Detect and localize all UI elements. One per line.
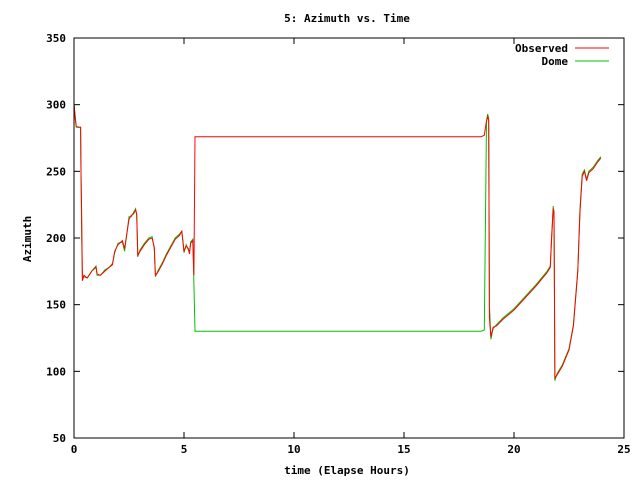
plot-border bbox=[73, 37, 625, 439]
x-tick-label: 10 bbox=[287, 443, 300, 456]
y-tick-label: 350 bbox=[46, 32, 66, 45]
y-axis-label: Azimuth bbox=[21, 216, 34, 262]
legend: Observed Dome bbox=[515, 42, 609, 68]
y-tick-label: 150 bbox=[46, 299, 66, 312]
x-axis-label: time (Elapse Hours) bbox=[284, 464, 410, 477]
x-tick-label: 0 bbox=[71, 443, 78, 456]
y-tick-label: 250 bbox=[46, 165, 66, 178]
y-tick-label: 100 bbox=[46, 365, 66, 378]
legend-label-observed: Observed bbox=[515, 42, 568, 55]
y-tick-label: 300 bbox=[46, 99, 66, 112]
x-tick-label: 25 bbox=[617, 443, 630, 456]
legend-entry-dome: Dome bbox=[542, 55, 609, 68]
y-tick-label: 50 bbox=[53, 432, 66, 445]
y-tick-label: 200 bbox=[46, 232, 66, 245]
axis-ticks: 0 5 10 15 20 25 50 100 150 200 250 300 350 bbox=[46, 32, 631, 456]
y-axis-label-group: Azimuth bbox=[21, 216, 34, 262]
series-lines bbox=[73, 101, 602, 381]
x-tick-label: 15 bbox=[397, 443, 410, 456]
chart-title: 5: Azimuth vs. Time bbox=[284, 12, 410, 25]
legend-label-dome: Dome bbox=[542, 55, 569, 68]
x-tick-label: 5 bbox=[181, 443, 188, 456]
series-line-observed bbox=[73, 104, 602, 380]
legend-entry-observed: Observed bbox=[515, 42, 609, 55]
x-tick-label: 20 bbox=[507, 443, 520, 456]
